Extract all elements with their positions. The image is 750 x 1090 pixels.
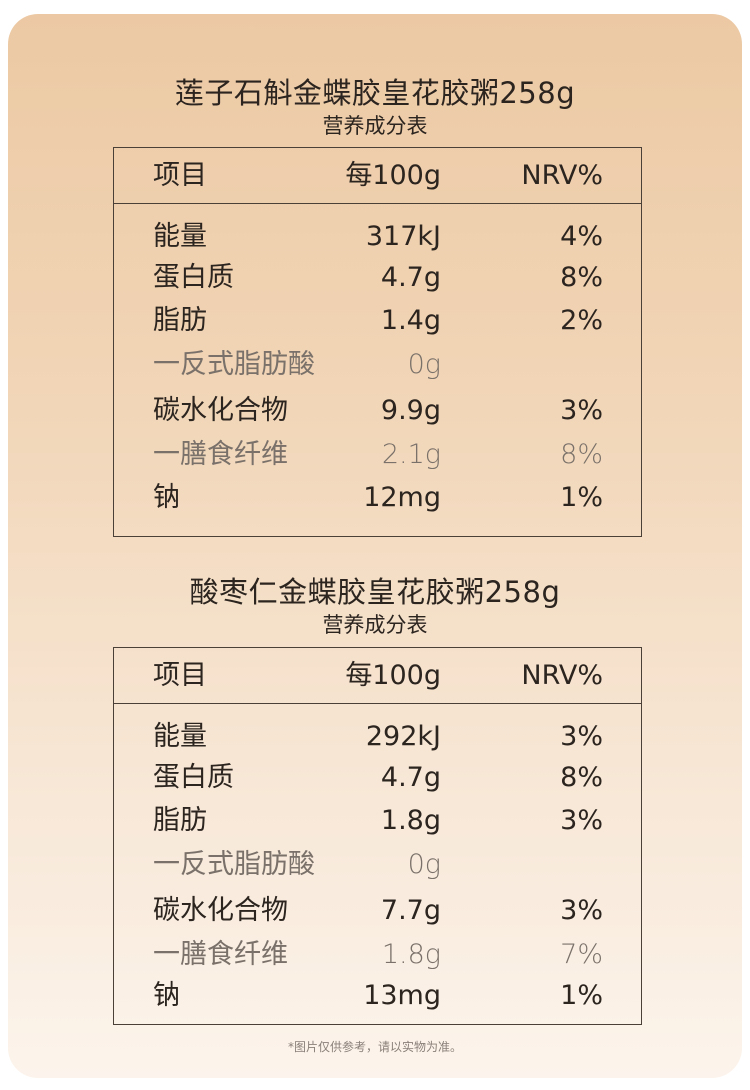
nutrition-table-1: 项目 每100g NRV% 能量 317kJ 4% 蛋白质 4.7g 8% 脂肪… [113,147,642,537]
table-row: 一膳食纤维 1.8g 7% [114,938,641,972]
table-row: 蛋白质 4.7g 8% [114,761,641,795]
table-row: 碳水化合物 9.9g 3% [114,394,641,428]
nutrient-nrv: 7% [560,939,603,970]
nutrient-nrv: 8% [560,762,603,793]
nutrient-name: 钠 [153,980,180,1011]
nutrient-value: 2.1g [381,439,441,470]
nutrition-subtitle-1: 营养成分表 [322,114,428,138]
header-nrv: NRV% [521,160,603,191]
product-title-2: 酸枣仁金蝶胶皇花胶粥258g [189,575,561,609]
table-row: 能量 317kJ 4% [114,220,641,254]
nutrient-name: 一膳食纤维 [153,939,288,970]
nutrient-name: 碳水化合物 [153,395,288,426]
nutrient-name: 一膳食纤维 [153,439,288,470]
nutrient-name: 蛋白质 [153,762,234,793]
table-header-1: 项目 每100g NRV% [114,148,641,204]
product-title-1: 莲子石斛金蝶胶皇花胶粥258g [174,76,576,110]
nutrient-value: 7.7g [380,895,441,926]
nutrient-nrv: 1% [560,482,603,513]
nutrient-nrv: 8% [560,439,603,470]
nutrient-name: 一反式脂肪酸 [153,849,315,880]
table-row: 一反式脂肪酸 0g [114,348,641,382]
table-row: 钠 12mg 1% [114,481,641,515]
header-per100g: 每100g [345,660,441,691]
nutrient-value: 292kJ [365,721,441,752]
disclaimer-footnote: *图片仅供参考，请以实物为准。 [287,1040,462,1054]
nutrient-value: 1.8g [380,805,441,836]
nutrient-nrv: 3% [560,721,603,752]
nutrient-value: 1.4g [380,305,441,336]
nutrient-name: 蛋白质 [153,262,234,293]
nutrient-value: 4.7g [380,762,441,793]
nutrient-name: 能量 [153,221,207,252]
header-item: 项目 [153,160,207,191]
header-item: 项目 [153,660,207,691]
table-row: 脂肪 1.4g 2% [114,304,641,338]
nutrient-name: 碳水化合物 [153,895,288,926]
nutrient-value: 317kJ [365,221,441,252]
nutrient-nrv: 3% [560,395,603,426]
table-row: 一膳食纤维 2.1g 8% [114,438,641,472]
nutrient-value: 4.7g [380,262,441,293]
nutrient-value: 13mg [363,980,441,1011]
nutrient-nrv: 3% [560,895,603,926]
nutrient-nrv: 1% [560,980,603,1011]
header-per100g: 每100g [345,160,441,191]
background-card [8,14,742,1078]
nutrient-name: 脂肪 [153,805,207,836]
nutrient-value: 0g [407,349,441,380]
table-header-2: 项目 每100g NRV% [114,648,641,704]
nutrient-name: 能量 [153,721,207,752]
nutrient-name: 脂肪 [153,305,207,336]
table-row: 碳水化合物 7.7g 3% [114,894,641,928]
nutrition-subtitle-2: 营养成分表 [322,613,428,637]
nutrient-value: 12mg [363,482,441,513]
nutrient-nrv: 2% [560,305,603,336]
header-nrv: NRV% [521,660,603,691]
nutrient-nrv: 3% [560,805,603,836]
nutrient-name: 一反式脂肪酸 [153,349,315,380]
nutrient-value: 9.9g [380,395,441,426]
table-row: 蛋白质 4.7g 8% [114,261,641,295]
nutrient-name: 钠 [153,482,180,513]
nutrition-table-2: 项目 每100g NRV% 能量 292kJ 3% 蛋白质 4.7g 8% 脂肪… [113,647,642,1025]
nutrient-nrv: 8% [560,262,603,293]
nutrient-value: 0g [407,849,441,880]
table-row: 一反式脂肪酸 0g [114,848,641,882]
table-row: 脂肪 1.8g 3% [114,804,641,838]
table-row: 钠 13mg 1% [114,979,641,1013]
table-row: 能量 292kJ 3% [114,720,641,754]
nutrient-nrv: 4% [560,221,603,252]
nutrient-value: 1.8g [381,939,441,970]
